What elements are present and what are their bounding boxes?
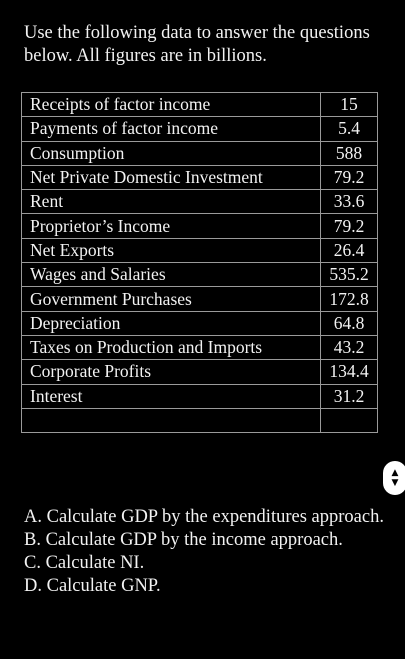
questions-list: A. Calculate GDP by the expenditures app… [24,506,394,598]
row-label: Net Private Domestic Investment [21,164,321,191]
question-item: C. Calculate NI. [24,553,145,573]
table-row: Receipts of factor income 15 [21,91,378,118]
table-row: Corporate Profits 134.4 [21,359,378,385]
question-item: D. Calculate GNP. [24,576,161,596]
row-label: Government Purchases [21,286,321,312]
row-value: 5.4 [320,116,378,142]
row-value: 64.8 [320,310,378,336]
data-table: Receipts of factor income 15 Payments of… [21,91,378,434]
row-label [21,407,321,434]
row-value: 43.2 [320,334,378,361]
row-label: Taxes on Production and Imports [21,334,321,361]
row-value: 535.2 [320,262,378,288]
chevron-down-icon: ▼ [391,478,399,488]
row-label: Corporate Profits [21,359,321,385]
row-label: Wages and Salaries [21,262,321,288]
table-row: Consumption 588 [21,140,378,166]
row-label: Net Exports [21,237,321,264]
row-value: 33.6 [320,189,378,215]
chevron-up-icon: ▲ [391,468,399,478]
row-label: Proprietor’s Income [21,213,321,239]
row-value: 31.2 [320,383,378,409]
row-value: 26.4 [320,237,378,264]
row-label: Payments of factor income [21,116,321,142]
up-down-arrows-icon[interactable]: ▲ ▼ [383,461,405,495]
question-item: A. Calculate GDP by the expenditures app… [24,507,384,527]
row-label: Consumption [21,140,321,166]
row-label: Rent [21,189,321,215]
table-row: Wages and Salaries 535.2 [21,262,378,288]
row-label: Depreciation [21,310,321,336]
table-row: Net Private Domestic Investment 79.2 [21,164,378,191]
table-row: Payments of factor income 5.4 [21,116,378,142]
row-value: 134.4 [320,359,378,385]
row-label: Receipts of factor income [21,91,321,118]
table-row: Taxes on Production and Imports 43.2 [21,334,378,361]
row-value: 15 [320,91,378,118]
row-label: Interest [21,383,321,409]
row-value: 79.2 [320,164,378,191]
instructions-text: Use the following data to answer the que… [24,23,370,66]
row-value: 588 [320,140,378,166]
row-value [320,407,378,434]
row-value: 172.8 [320,286,378,312]
table-row: Rent 33.6 [21,189,378,215]
table-row: Net Exports 26.4 [21,237,378,264]
row-value: 79.2 [320,213,378,239]
table-row-empty [21,407,378,434]
table-row: Government Purchases 172.8 [21,286,378,312]
table-row: Interest 31.2 [21,383,378,409]
table-row: Depreciation 64.8 [21,310,378,336]
question-item: B. Calculate GDP by the income approach. [24,530,343,550]
table-row: Proprietor’s Income 79.2 [21,213,378,239]
